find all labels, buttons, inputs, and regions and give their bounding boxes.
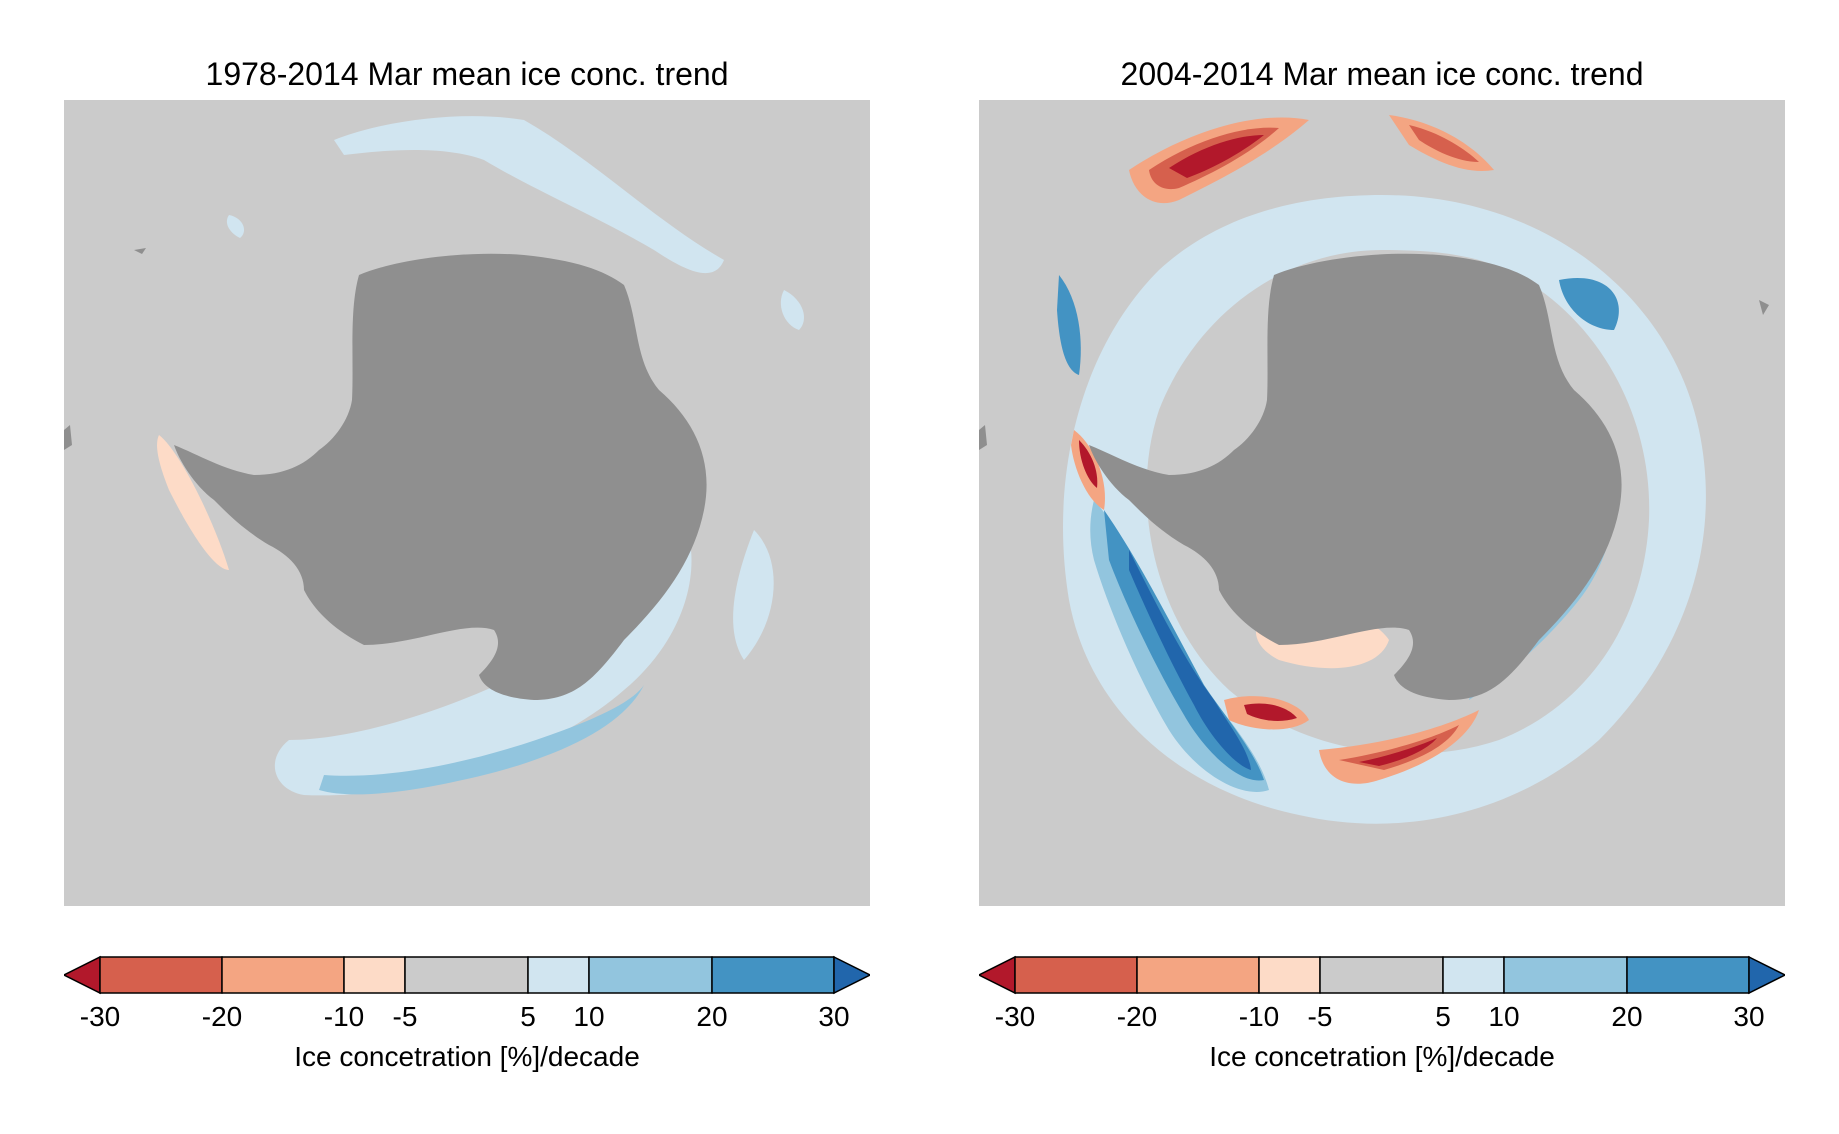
- colorbar-tick-label: 10: [573, 1001, 605, 1032]
- positive-trend-patch: [226, 215, 245, 238]
- colorbar-tick-label: -30: [994, 1001, 1036, 1032]
- colorbar-tick-label: -30: [79, 1001, 121, 1032]
- positive-trend-band-pacific-core: [319, 685, 644, 795]
- positive-trend-patch: [780, 290, 804, 330]
- colorbar-label: Ice concetration [%]/decade: [1209, 1041, 1555, 1072]
- trend-map: [64, 100, 870, 906]
- colorbar-bin: [99, 956, 223, 994]
- positive-trend-extreme-west: [1129, 550, 1251, 770]
- colorbar-bin: [1442, 956, 1505, 994]
- panel-title: 1978-2014 Mar mean ice conc. trend: [205, 56, 729, 92]
- colorbar-extend-high: [1748, 955, 1785, 995]
- colorbar-tick-label: -20: [1116, 1001, 1158, 1032]
- colorbar: [979, 955, 1785, 995]
- negative-trend-patch-peninsula: [157, 435, 229, 570]
- colorbar-bin: [221, 956, 345, 994]
- negative-trend-extreme-south: [1359, 738, 1437, 766]
- negative-trend-extreme-north: [1169, 135, 1264, 178]
- colorbar-tick-label: -5: [392, 1001, 418, 1032]
- positive-trend-patch-northeast: [1559, 278, 1619, 330]
- trend-map: [979, 100, 1785, 906]
- panel-1978-2014: 1978-2014 Mar mean ice conc. trend -30 -…: [0, 0, 900, 1134]
- colorbar-bin: [343, 956, 406, 994]
- antarctica-landmass: [174, 253, 707, 701]
- colorbar-bin: [1319, 956, 1444, 994]
- positive-trend-band-northwest: [1057, 275, 1081, 375]
- colorbar-tick-label: 30: [818, 1001, 850, 1032]
- colorbar-bin: [1503, 956, 1628, 994]
- colorbar-tick-label: 30: [1733, 1001, 1765, 1032]
- island-patch: [64, 425, 72, 450]
- island-patch: [1759, 300, 1769, 315]
- colorbar-bin: [404, 956, 529, 994]
- negative-trend-core-northeast: [1409, 125, 1479, 162]
- colorbar-bin: [711, 956, 835, 994]
- panel-2004-2014: 2004-2014 Mar mean ice conc. trend: [915, 0, 1815, 1134]
- negative-trend-core-west: [1079, 440, 1098, 488]
- colorbar-tick-label: -10: [1238, 1001, 1280, 1032]
- colorbar-extend-low: [979, 955, 1016, 995]
- colorbar-tick-label: 5: [1435, 1001, 1451, 1032]
- antarctica-landmass: [1089, 253, 1622, 701]
- colorbar-tick-label: 10: [1488, 1001, 1520, 1032]
- colorbar-tick-label: 20: [1611, 1001, 1643, 1032]
- colorbar-tick-label: -5: [1307, 1001, 1333, 1032]
- colorbar-tick-label: -20: [201, 1001, 243, 1032]
- positive-trend-band-east: [733, 530, 774, 660]
- colorbar-label: Ice concetration [%]/decade: [294, 1041, 640, 1072]
- colorbar-bin: [1014, 956, 1138, 994]
- positive-trend-core-west: [1104, 510, 1264, 781]
- colorbar-tick-label: -10: [323, 1001, 365, 1032]
- negative-trend-band-south: [1319, 710, 1479, 784]
- island-patch: [979, 425, 987, 450]
- colorbar-bin: [1258, 956, 1321, 994]
- negative-trend-core-southwest: [1244, 703, 1297, 721]
- colorbar-bin: [1136, 956, 1260, 994]
- island-patch: [134, 248, 146, 254]
- positive-trend-band-north: [334, 116, 724, 274]
- negative-trend-core-south: [1339, 725, 1459, 770]
- panel-title: 2004-2014 Mar mean ice conc. trend: [1120, 56, 1644, 92]
- colorbar-bin: [588, 956, 713, 994]
- colorbar-tick-label: 20: [696, 1001, 728, 1032]
- colorbar-tick-label: 5: [520, 1001, 536, 1032]
- colorbar-bin: [527, 956, 590, 994]
- colorbar-extend-high: [833, 955, 870, 995]
- colorbar: [64, 955, 870, 995]
- colorbar-extend-low: [64, 955, 101, 995]
- colorbar-bin: [1626, 956, 1750, 994]
